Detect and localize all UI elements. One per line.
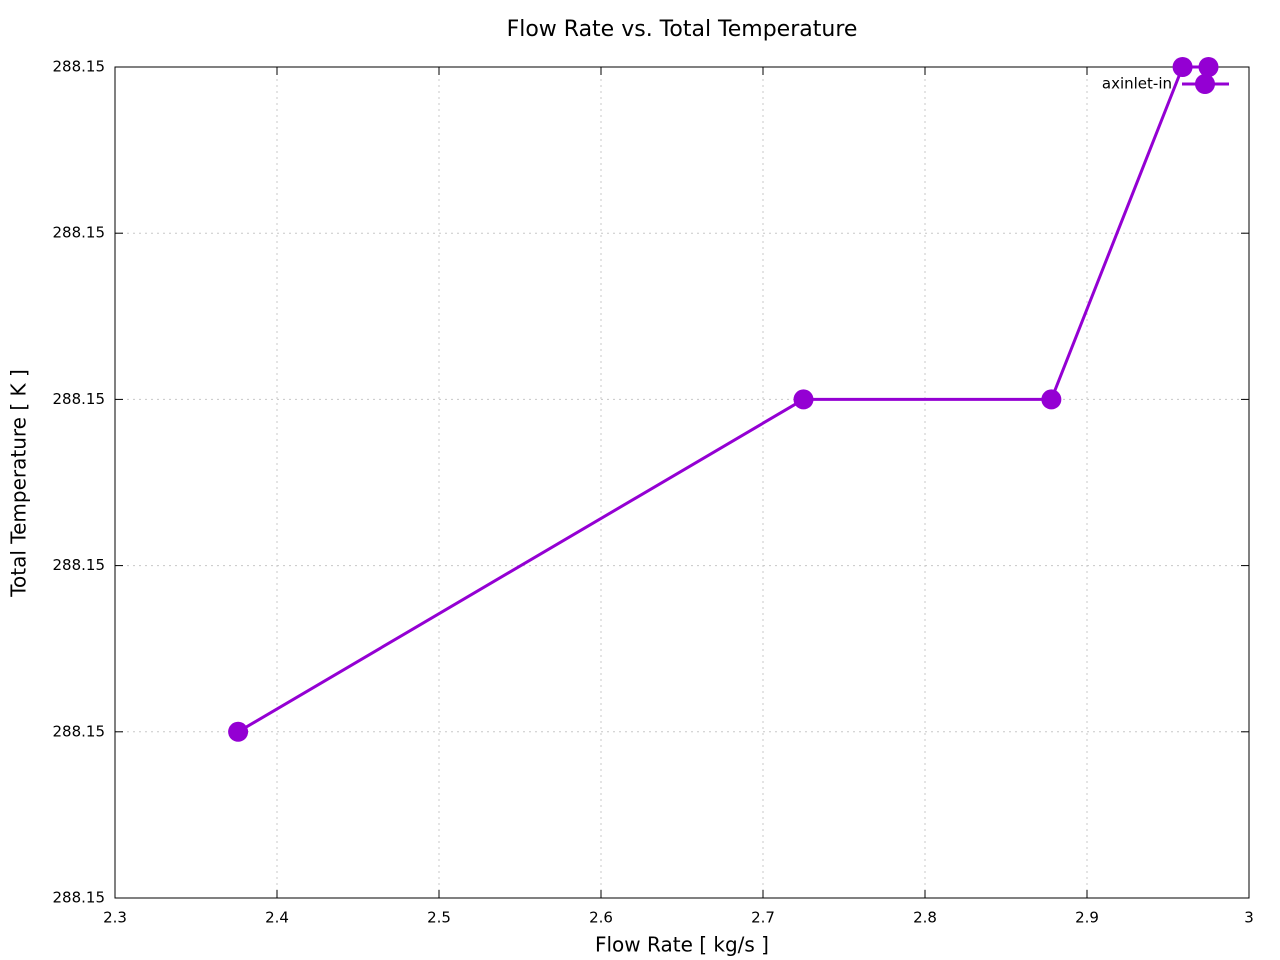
y-tick-label: 288.15	[53, 722, 106, 740]
x-axis-title: Flow Rate [ kg/s ]	[595, 933, 769, 957]
data-point	[1041, 389, 1062, 410]
x-tick-label: 2.9	[1075, 909, 1099, 927]
y-axis-title: Total Temperature [ K ]	[7, 369, 31, 598]
y-tick-label: 288.15	[53, 390, 106, 408]
x-tick-label: 3	[1244, 909, 1254, 927]
data-point	[228, 721, 249, 742]
legend-marker	[1195, 74, 1215, 94]
plot-frame	[114, 66, 1250, 899]
chart-title: Flow Rate vs. Total Temperature	[507, 17, 858, 42]
x-tick-label: 2.4	[265, 909, 289, 927]
data-point	[1198, 57, 1219, 77]
x-tick-label: 2.5	[427, 909, 451, 927]
data-point	[1172, 57, 1193, 77]
y-tick-label: 288.15	[53, 556, 106, 574]
y-tick-label: 288.15	[53, 224, 106, 242]
x-tick-label: 2.8	[913, 909, 937, 927]
x-tick-label: 2.3	[103, 909, 127, 927]
y-tick-label: 288.15	[53, 58, 106, 76]
legend-label: axinlet-in	[1102, 75, 1172, 93]
y-tick-label: 288.15	[53, 889, 106, 907]
x-tick-label: 2.7	[751, 909, 775, 927]
x-tick-label: 2.6	[589, 909, 613, 927]
data-point	[793, 389, 814, 410]
